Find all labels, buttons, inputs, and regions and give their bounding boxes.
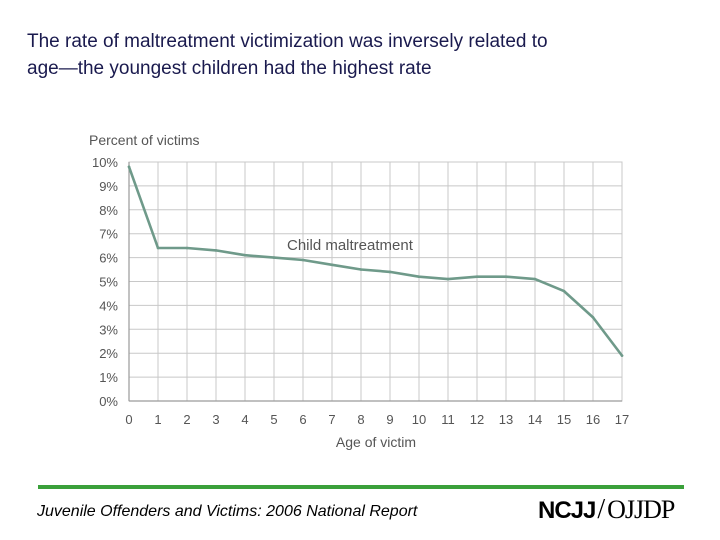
x-tick-label: 14 (528, 412, 542, 427)
x-axis-label: Age of victim (336, 434, 416, 450)
data-point (127, 165, 131, 169)
x-tick-label: 11 (441, 412, 455, 427)
data-point (591, 316, 595, 319)
logo-slash: / (597, 494, 606, 525)
data-point (359, 268, 363, 271)
x-tick-label: 16 (586, 412, 600, 427)
chart-series (127, 165, 624, 357)
x-tick-label: 13 (499, 412, 513, 427)
data-point (446, 277, 450, 281)
y-tick-label: 9% (99, 179, 118, 194)
y-axis-label: Percent of victims (89, 132, 199, 148)
data-point (504, 275, 508, 279)
data-point (214, 249, 218, 252)
series-label-child-maltreatment: Child maltreatment (287, 237, 414, 254)
data-point (417, 275, 421, 279)
footer-report-title: Juvenile Offenders and Victims: 2006 Nat… (37, 503, 418, 520)
y-tick-label: 2% (99, 346, 118, 361)
data-point (620, 354, 624, 357)
data-point (156, 246, 160, 250)
slide-title: The rate of maltreatment victimization w… (27, 28, 697, 82)
y-tick-label: 6% (99, 251, 118, 266)
y-tick-label: 0% (99, 394, 118, 409)
logo-ojjdp: OJJDP (607, 495, 675, 524)
series-line-child-maltreatment (127, 165, 624, 357)
y-tick-label: 8% (99, 203, 118, 218)
x-tick-label: 0 (125, 412, 132, 427)
data-point (388, 270, 392, 274)
data-point (185, 246, 189, 250)
x-tick-label: 1 (154, 412, 161, 427)
data-point (533, 277, 537, 281)
x-tick-label: 7 (328, 412, 335, 427)
y-tick-label: 1% (99, 370, 118, 385)
logo-ncjj: NCJJ (538, 497, 596, 524)
data-point (272, 256, 276, 259)
data-point (301, 258, 305, 262)
y-tick-label: 7% (99, 227, 118, 242)
x-tick-label: 12 (470, 412, 484, 427)
y-tick-label: 4% (99, 298, 118, 313)
x-tick-label: 3 (212, 412, 219, 427)
x-tick-label: 4 (241, 412, 248, 427)
slide-title-line-2: age—the youngest children had the highes… (27, 58, 432, 79)
chart-grid (128, 161, 623, 402)
chart-ticks: 0%1%2%3%4%5%6%7%8%9%10%0 1 2 3 4 5 6 7 8 9 10 11 12 1… (92, 155, 629, 427)
data-point (330, 263, 334, 267)
x-tick-label: 10 (412, 412, 426, 427)
line-chart: 0%1%2%3%4%5%6%7%8%9%10%0 1 2 3 4 5 6 7 8 9 10 11 12 1… (89, 132, 629, 450)
x-tick-label: 8 (357, 412, 364, 427)
y-tick-label: 10% (92, 155, 118, 170)
y-tick-label: 5% (99, 275, 118, 290)
x-tick-label: 2 (183, 412, 190, 427)
ncjj-ojjdp-logo: NCJJ/OJJDP (538, 494, 675, 526)
data-point (243, 253, 247, 257)
x-tick-label: 5 (270, 412, 277, 427)
x-tick-label: 9 (386, 412, 393, 427)
x-tick-label: 17 (615, 412, 629, 427)
data-point (562, 289, 566, 293)
footer-divider (38, 485, 684, 489)
y-tick-label: 3% (99, 322, 118, 337)
slide-title-line-1: The rate of maltreatment victimization w… (27, 31, 548, 52)
x-tick-label: 15 (557, 412, 571, 427)
x-tick-label: 6 (299, 412, 306, 427)
data-point (475, 275, 479, 279)
